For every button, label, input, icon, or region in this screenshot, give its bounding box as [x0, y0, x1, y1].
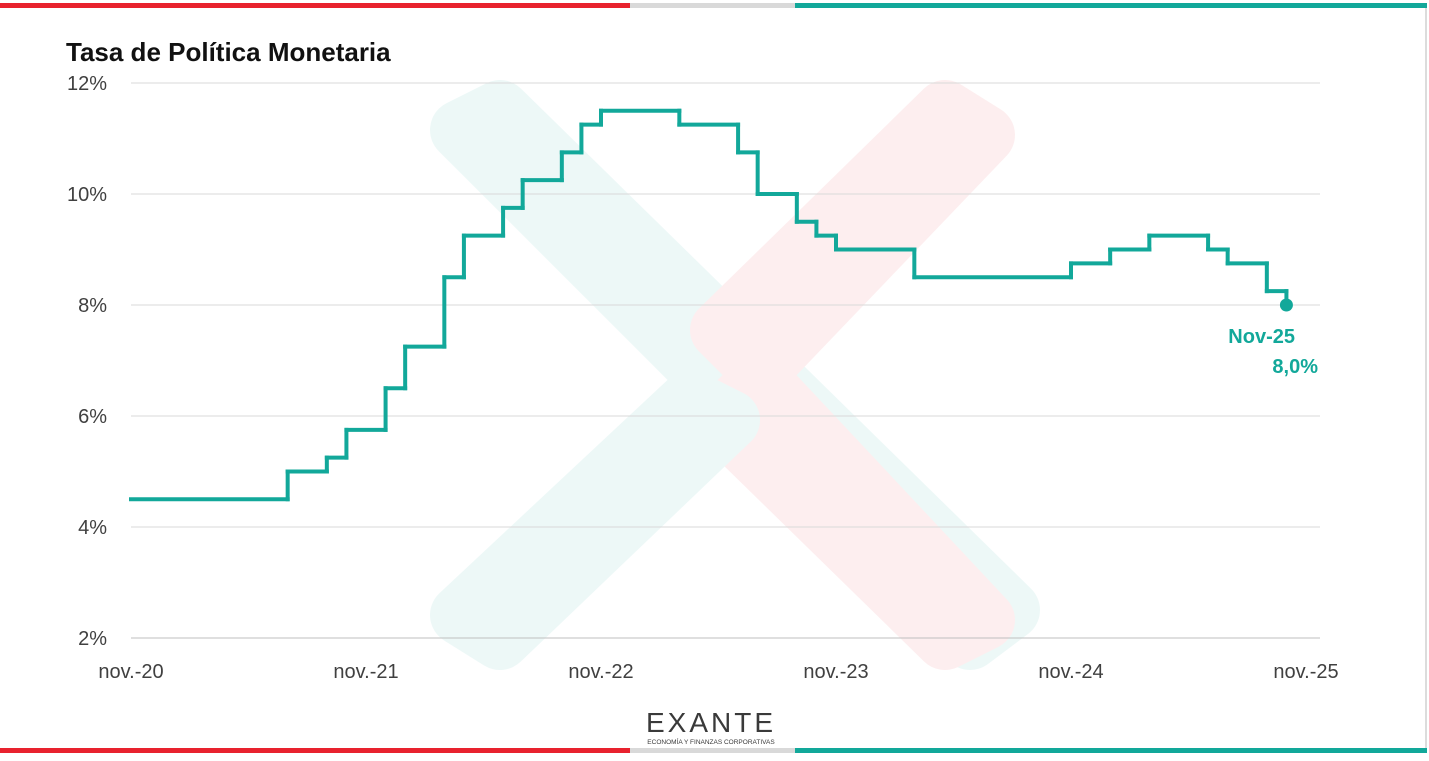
chart-title: Tasa de Política Monetaria [66, 37, 391, 67]
y-tick-label: 12% [67, 73, 107, 95]
bottom-stripe-red [0, 748, 630, 753]
x-tick-label: nov.-23 [803, 661, 868, 683]
top-stripe-red [0, 3, 630, 8]
grid [131, 82, 1320, 639]
x-tick-label: nov.-22 [568, 661, 633, 683]
series [129, 108, 1293, 502]
end-point [1279, 298, 1293, 312]
top-stripe-teal [795, 3, 1427, 8]
logo-name: EXANTE [646, 707, 776, 738]
y-tick-label: 8% [78, 295, 107, 317]
x-tick-label: nov.-20 [98, 661, 163, 683]
top-stripe-grey [630, 3, 795, 8]
annotation-date: Nov-25 [1228, 326, 1295, 348]
x-tick-label: nov.-21 [333, 661, 398, 683]
logo-tagline: ECONOMÍA Y FINANZAS CORPORATIVAS [647, 737, 775, 746]
annotation-value: 8,0% [1272, 356, 1318, 378]
bottom-stripe-teal [795, 748, 1427, 753]
x-tick-label: nov.-24 [1038, 661, 1103, 683]
watermark [430, 80, 1040, 670]
y-tick-label: 4% [78, 517, 107, 539]
y-tick-label: 10% [67, 184, 107, 206]
y-tick-label: 2% [78, 628, 107, 650]
y-tick-label: 6% [78, 406, 107, 428]
x-tick-label: nov.-25 [1273, 661, 1338, 683]
labels: 2% 4% 6% 8% 10% 12% nov.-20 nov.-21 nov.-22 nov.-… [67, 73, 1339, 683]
bottom-stripe-grey [630, 748, 795, 753]
